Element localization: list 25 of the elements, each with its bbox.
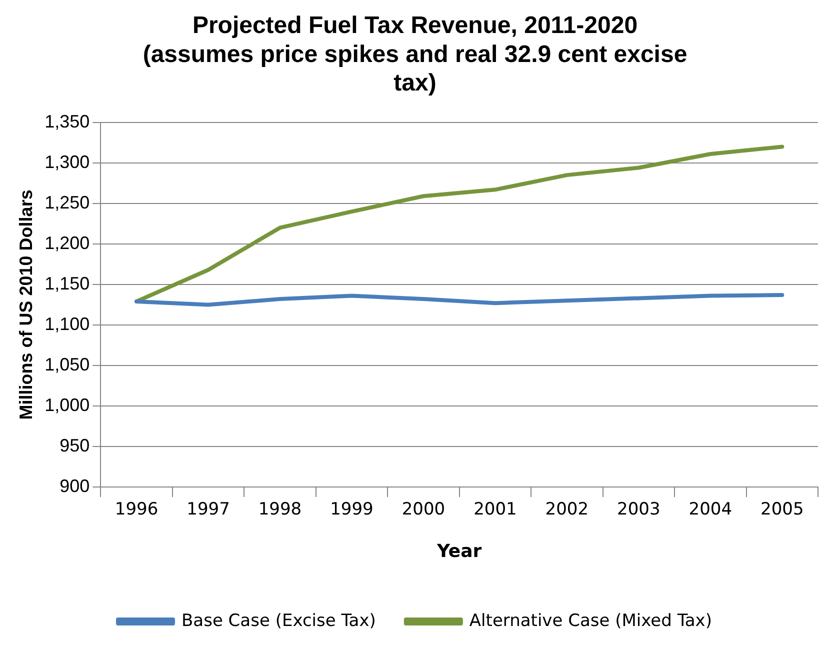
x-tick-label: 1996 bbox=[114, 500, 158, 520]
y-tick-label: 1,150 bbox=[44, 273, 90, 294]
x-tick-label: 2004 bbox=[688, 500, 732, 520]
x-tick-label: 2000 bbox=[402, 500, 446, 520]
y-tick-label: 1,350 bbox=[44, 111, 90, 132]
x-tick-label: 2005 bbox=[760, 500, 804, 520]
y-tick-label: 900 bbox=[60, 476, 90, 496]
legend-label: Alternative Case (Mixed Tax) bbox=[469, 610, 712, 631]
y-tick-label: 950 bbox=[60, 435, 90, 456]
y-tick-label: 1,300 bbox=[44, 152, 90, 172]
y-tick-label: 1,050 bbox=[44, 354, 90, 374]
x-tick-label: 2001 bbox=[474, 500, 517, 520]
chart-title: Projected Fuel Tax Revenue, 2011-2020 (assumes price spikes and real 32.9 cent excise tax) bbox=[142, 12, 688, 97]
y-tick-label: 1,200 bbox=[44, 232, 90, 253]
x-tick-label: 1999 bbox=[330, 500, 374, 520]
y-tick-label: 1,000 bbox=[44, 394, 90, 415]
legend-label: Base Case (Excise Tax) bbox=[182, 610, 376, 631]
x-tick-label: 1998 bbox=[258, 500, 302, 520]
x-axis-title: Year bbox=[436, 540, 482, 562]
x-tick-label: 2002 bbox=[545, 500, 589, 520]
y-tick-label: 1,100 bbox=[44, 314, 90, 334]
x-tick-label: 1997 bbox=[186, 500, 230, 520]
y-axis-title: Millions of US 2010 Dollars bbox=[16, 190, 36, 420]
x-tick-label: 2003 bbox=[617, 500, 660, 520]
y-tick-label: 1,250 bbox=[44, 192, 90, 212]
